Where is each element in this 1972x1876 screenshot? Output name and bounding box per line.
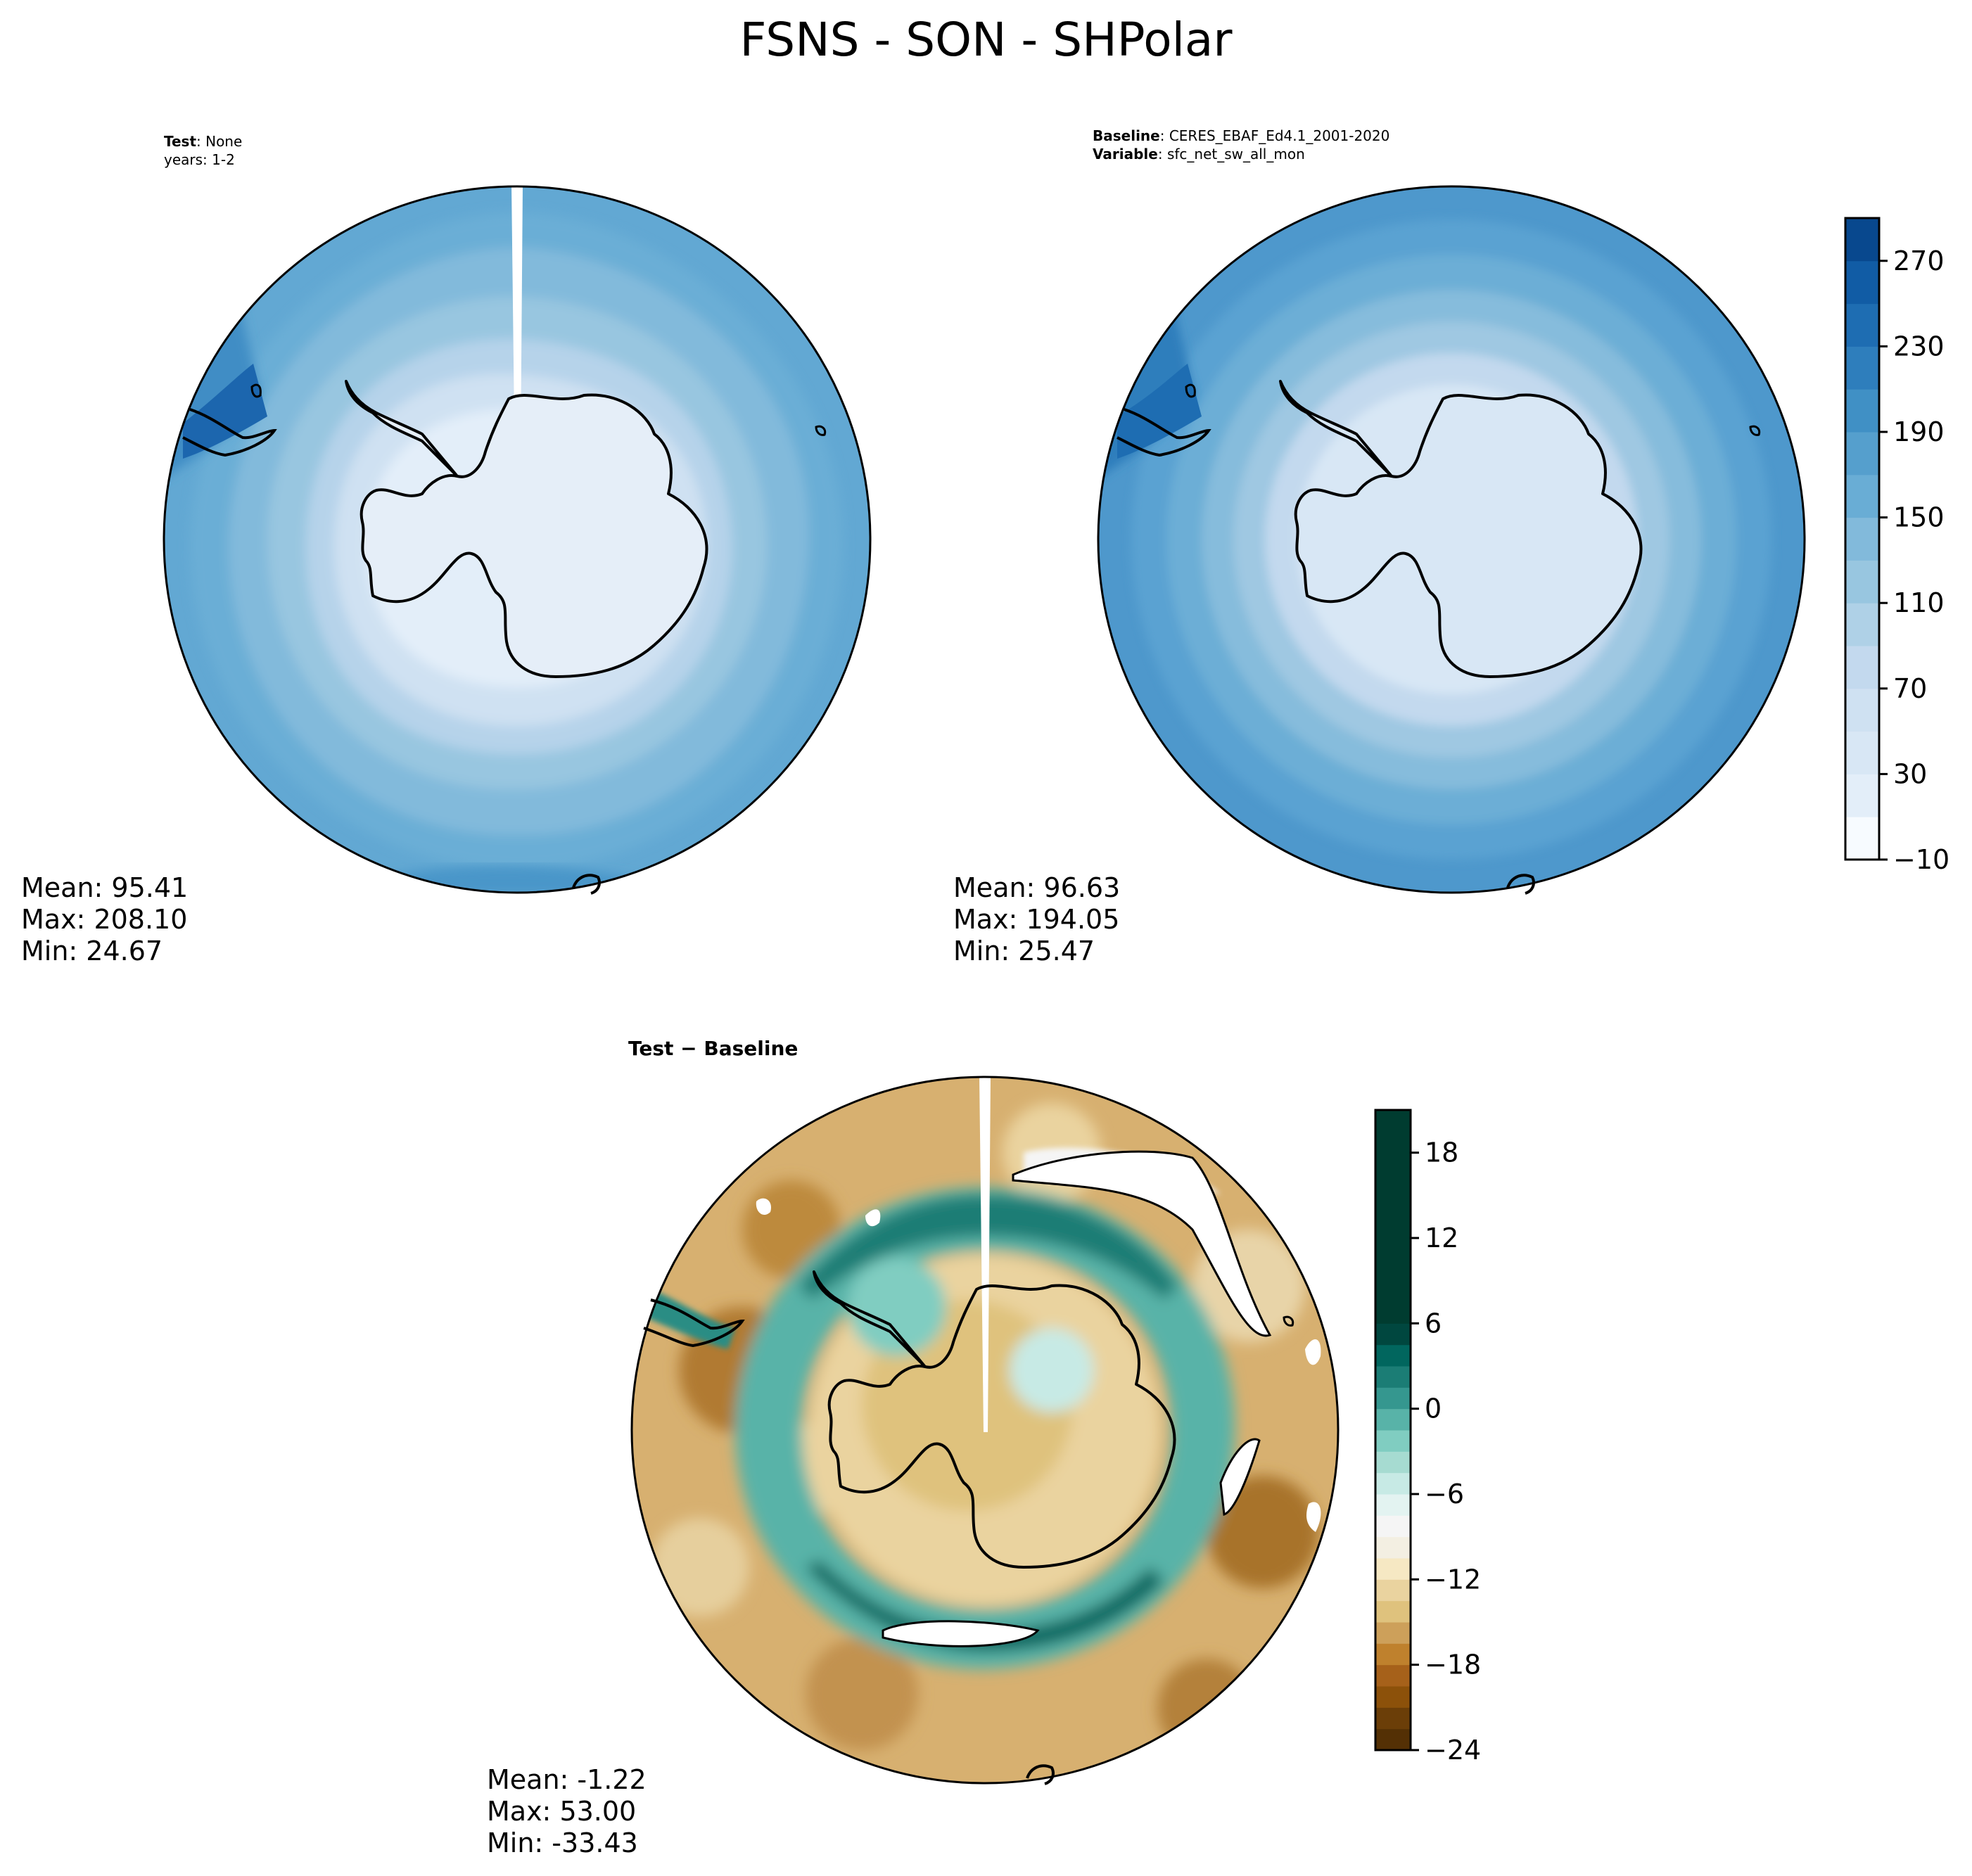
figure-title: FSNS - SON - SHPolar: [739, 13, 1233, 67]
diff-colorbar-tick-label: 0: [1425, 1393, 1442, 1424]
diff-colorbar-color-block: [1375, 1323, 1411, 1346]
diff-colorbar-color-block: [1375, 1664, 1411, 1687]
top-colorbar-color-block: [1845, 646, 1879, 689]
top-colorbar-color-block: [1845, 517, 1879, 561]
top-colorbar-color-block: [1845, 688, 1879, 732]
diff-colorbar-color-block: [1375, 1302, 1411, 1324]
top-colorbar-color-block: [1845, 774, 1879, 817]
diff-colorbar-color-block: [1375, 1558, 1411, 1580]
diff-colorbar-color-block: [1375, 1515, 1411, 1538]
diff-colorbar-color-block: [1375, 1643, 1411, 1666]
top-colorbar-tick-label: 70: [1893, 673, 1927, 704]
baseline-metadata: Baseline: CERES_EBAF_Ed4.1_2001-2020 Var…: [1093, 127, 1389, 163]
test-map: [163, 185, 872, 895]
diff-colorbar-tick-label: 6: [1425, 1308, 1442, 1339]
diff-stats: Mean: -1.22 Max: 53.00 Min: -33.43: [487, 1764, 647, 1859]
diff-min: Min: -33.43: [487, 1827, 638, 1858]
diff-colorbar-color-block: [1375, 1622, 1411, 1644]
diff-field: [632, 1077, 1338, 1783]
diff-colorbar-tick-label: 18: [1425, 1137, 1458, 1168]
top-colorbar-color-block: [1845, 474, 1879, 518]
diff-title: Test − Baseline: [628, 1037, 799, 1060]
baseline-max: Max: 194.05: [953, 904, 1120, 935]
antarctica-coastline: [813, 1270, 1176, 1569]
top-colorbar-color-block: [1845, 560, 1879, 604]
diff-colorbar-color-block: [1375, 1238, 1411, 1260]
diff-colorbar-color-block: [1375, 1174, 1411, 1196]
baseline-label: Baseline: [1093, 127, 1160, 144]
variable-value: : sfc_net_sw_all_mon: [1157, 146, 1305, 162]
top-colorbar-tick-label: 270: [1893, 245, 1945, 276]
diff-max: Max: 53.00: [487, 1796, 637, 1827]
top-colorbar-color-block: [1845, 260, 1879, 305]
diff-colorbar-tick-label: −18: [1425, 1650, 1481, 1680]
top-colorbar-color-block: [1845, 389, 1879, 433]
variable-label: Variable: [1093, 146, 1158, 162]
diff-colorbar-color-block: [1375, 1152, 1411, 1175]
diff-colorbar-color-block: [1375, 1131, 1411, 1154]
diff-colorbar-color-block: [1375, 1728, 1411, 1751]
diff-colorbar-color-block: [1375, 1344, 1411, 1367]
top-colorbar-color-block: [1845, 218, 1879, 262]
south-america-coastline: [182, 408, 277, 457]
diff-colorbar-color-block: [1375, 1600, 1411, 1623]
baseline-value: : CERES_EBAF_Ed4.1_2001-2020: [1159, 127, 1390, 144]
map-boundary: [163, 185, 872, 894]
top-colorbar-tick-label: 30: [1893, 758, 1927, 789]
top-colorbar-tick-label: 230: [1893, 331, 1945, 362]
diff-colorbar-tick-label: −6: [1425, 1479, 1464, 1510]
diff-colorbar-tick-label: 12: [1425, 1223, 1458, 1253]
baseline-mean: Mean: 96.63: [953, 872, 1121, 903]
diff-colorbar-color-block: [1375, 1280, 1411, 1303]
test-min: Min: 24.67: [21, 936, 163, 966]
antarctica-coastline: [345, 380, 708, 678]
diff-colorbar-color-block: [1375, 1408, 1411, 1431]
diff-colorbar-color-block: [1375, 1451, 1411, 1474]
top-colorbar-tick-label: 190: [1893, 416, 1945, 447]
diff-colorbar-color-block: [1375, 1472, 1411, 1495]
test-label: Test: [164, 133, 197, 150]
diff-colorbar-color-block: [1375, 1259, 1411, 1282]
diff-colorbar: −24 −18 −12 −6 0 6 12 18: [1374, 1109, 1481, 1766]
baseline-map: [1097, 185, 1806, 895]
diff-colorbar-color-block: [1375, 1387, 1411, 1410]
diff-mean: Mean: -1.22: [487, 1764, 647, 1795]
south-america-coastline: [643, 1298, 745, 1348]
diff-colorbar-color-block: [1375, 1430, 1411, 1452]
diff-colorbar-color-block: [1375, 1195, 1411, 1218]
top-colorbar-color-block: [1845, 303, 1879, 347]
test-mean: Mean: 95.41: [21, 872, 189, 903]
south-america-coastline: [1117, 408, 1211, 457]
test-max: Max: 208.10: [21, 904, 188, 935]
top-colorbar-color-block: [1845, 346, 1879, 390]
test-stats: Mean: 95.41 Max: 208.10 Min: 24.67: [21, 872, 188, 967]
map-boundary: [630, 1076, 1340, 1785]
top-colorbar-color-block: [1845, 731, 1879, 774]
top-colorbar-tick-label: 150: [1893, 502, 1945, 533]
top-colorbar: −10 30 70 110 150 190 230 270: [1844, 217, 1949, 875]
top-colorbar-color-block: [1845, 432, 1879, 476]
top-colorbar-tick-label: −10: [1893, 844, 1949, 875]
diff-map: [630, 1076, 1340, 1785]
top-colorbar-tick-label: 110: [1893, 587, 1945, 618]
antarctica-coastline: [1279, 380, 1643, 678]
baseline-min: Min: 25.47: [953, 936, 1095, 966]
diff-colorbar-color-block: [1375, 1494, 1411, 1516]
diff-colorbar-color-block: [1375, 1536, 1411, 1559]
baseline-stats: Mean: 96.63 Max: 194.05 Min: 25.47: [953, 872, 1120, 967]
diff-colorbar-tick-label: −12: [1425, 1564, 1481, 1595]
diff-colorbar-color-block: [1375, 1579, 1411, 1602]
top-colorbar-color-block: [1845, 603, 1879, 646]
diff-colorbar-color-block: [1375, 1216, 1411, 1239]
diff-colorbar-color-block: [1375, 1707, 1411, 1730]
diff-colorbar-color-block: [1375, 1686, 1411, 1708]
test-metadata: Test: None years: 1-2: [164, 132, 242, 169]
diff-colorbar-tick-label: −24: [1425, 1735, 1481, 1766]
test-value: : None: [196, 133, 243, 150]
test-years: years: 1-2: [164, 151, 235, 168]
diff-colorbar-color-block: [1375, 1366, 1411, 1388]
top-colorbar-color-block: [1845, 817, 1879, 860]
diff-colorbar-color-block: [1375, 1110, 1411, 1132]
map-boundary: [1097, 185, 1806, 894]
